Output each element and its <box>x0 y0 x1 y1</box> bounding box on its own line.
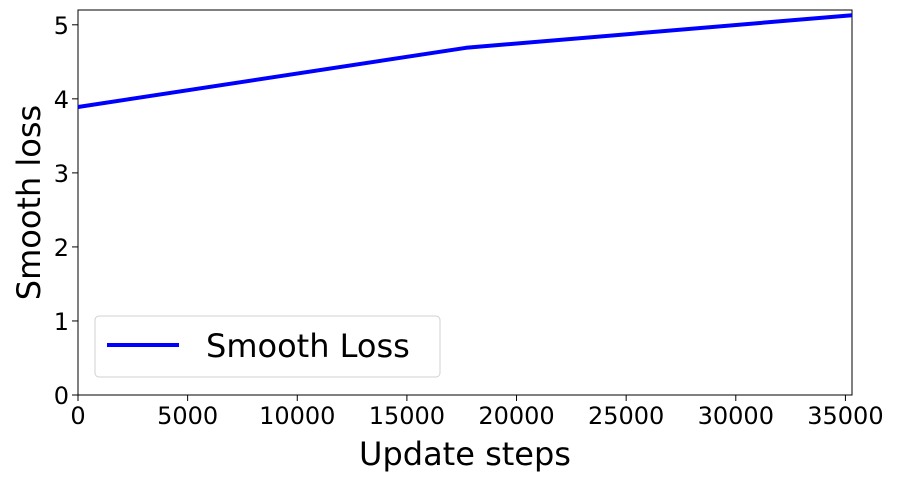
x-tick-label: 10000 <box>259 402 335 430</box>
x-axis-title: Update steps <box>359 435 571 473</box>
y-tick-label: 3 <box>54 160 69 188</box>
x-tick-label: 35000 <box>807 402 883 430</box>
plot-area <box>77 9 853 396</box>
legend-box <box>94 315 441 378</box>
x-tick-label: 30000 <box>698 402 774 430</box>
x-tick-label: 5000 <box>157 402 218 430</box>
y-tick-label: 5 <box>54 12 69 40</box>
plot-frame <box>77 9 853 396</box>
y-tick-label: 2 <box>54 234 69 262</box>
legend-label-smooth-loss: Smooth Loss <box>206 327 410 365</box>
x-tick-label: 0 <box>70 402 85 430</box>
x-tick-label: 25000 <box>588 402 664 430</box>
x-tick-label: 20000 <box>478 402 554 430</box>
y-tick-label: 1 <box>54 308 69 336</box>
y-tick-label: 0 <box>54 382 69 410</box>
y-tick-label: 4 <box>54 86 69 114</box>
y-axis-title: Smooth loss <box>10 105 48 300</box>
x-axis-ticks: 0 5000 10000 15000 20000 25000 30000 35000 <box>70 395 884 430</box>
x-tick-label: 15000 <box>369 402 445 430</box>
legend: Smooth Loss <box>94 315 441 378</box>
series-line-0 <box>77 13 853 109</box>
y-axis-ticks: 0 1 2 3 4 5 <box>54 12 78 410</box>
